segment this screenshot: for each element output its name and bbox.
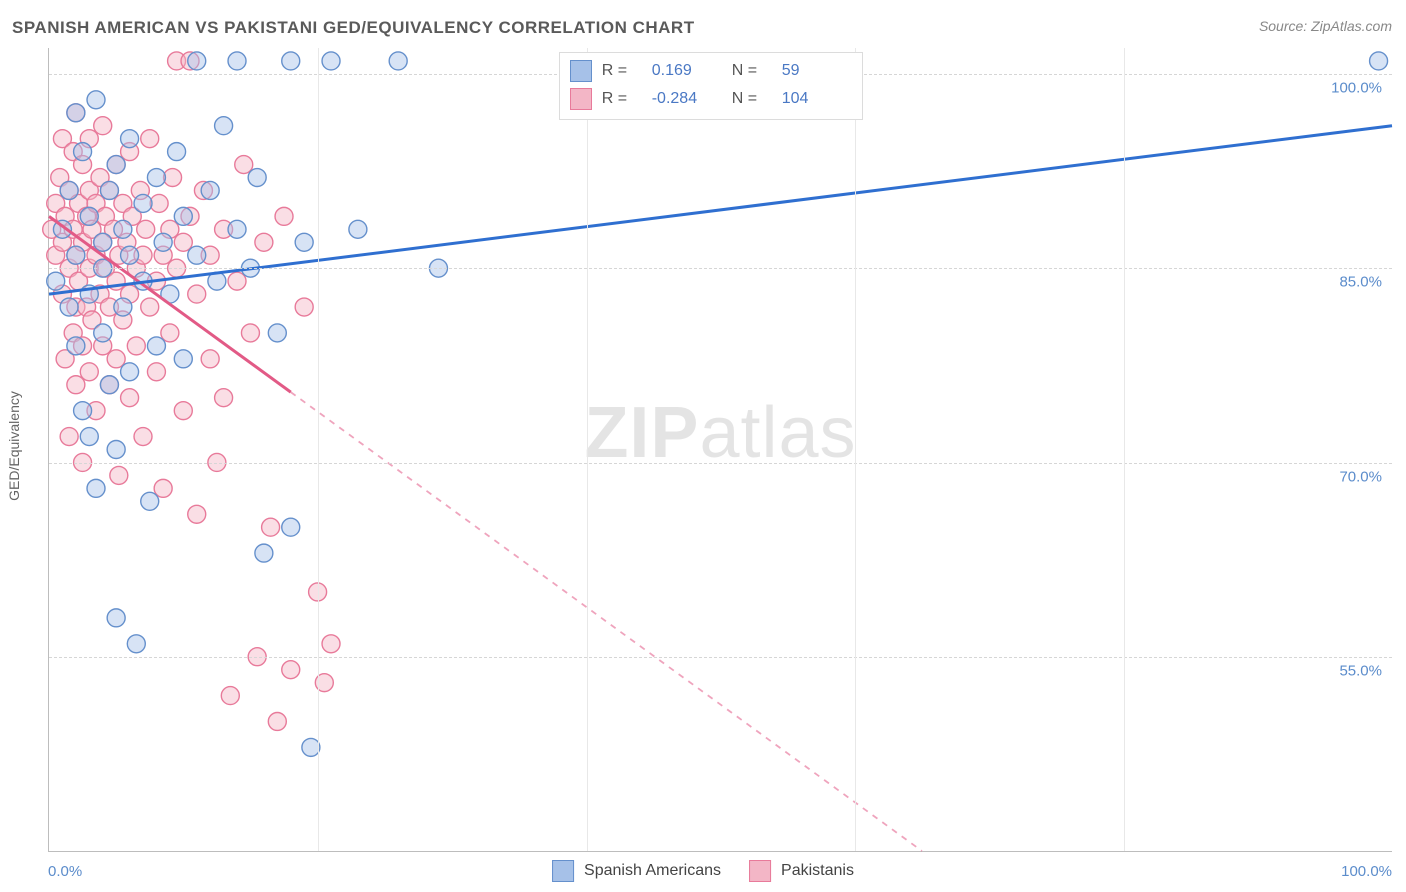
- legend-item-spanish-americans: Spanish Americans: [552, 860, 721, 882]
- gridline-v: [855, 48, 856, 851]
- x-tick-min: 0.0%: [48, 863, 82, 880]
- legend-label-pakistanis: Pakistanis: [781, 862, 854, 880]
- gridline-h: [49, 657, 1392, 658]
- y-axis-label: GED/Equivalency: [6, 391, 22, 501]
- x-tick-max: 100.0%: [1341, 863, 1392, 880]
- chart-title: SPANISH AMERICAN VS PAKISTANI GED/EQUIVA…: [12, 18, 695, 38]
- gridline-h: [49, 463, 1392, 464]
- plot-area: ZIPatlas: [48, 48, 1392, 852]
- gridline-v: [1124, 48, 1125, 851]
- swatch-pakistanis-icon: [749, 860, 771, 882]
- y-tick-label: 70.0%: [1339, 468, 1382, 485]
- y-tick-label: 100.0%: [1331, 79, 1382, 96]
- swatch-spanish-americans-icon: [552, 860, 574, 882]
- series-legend: Spanish Americans Pakistanis: [552, 860, 854, 882]
- scatter-svg: [49, 48, 1392, 851]
- legend-label-spanish-americans: Spanish Americans: [584, 862, 721, 880]
- legend-item-pakistanis: Pakistanis: [749, 860, 854, 882]
- source-attribution: Source: ZipAtlas.com: [1259, 18, 1392, 34]
- y-tick-label: 55.0%: [1339, 663, 1382, 680]
- y-tick-label: 85.0%: [1339, 274, 1382, 291]
- gridline-v: [318, 48, 319, 851]
- gridline-h: [49, 268, 1392, 269]
- gridline-v: [587, 48, 588, 851]
- correlation-legend: R = 0.169 N = 59 R = -0.284 N = 104: [559, 52, 863, 120]
